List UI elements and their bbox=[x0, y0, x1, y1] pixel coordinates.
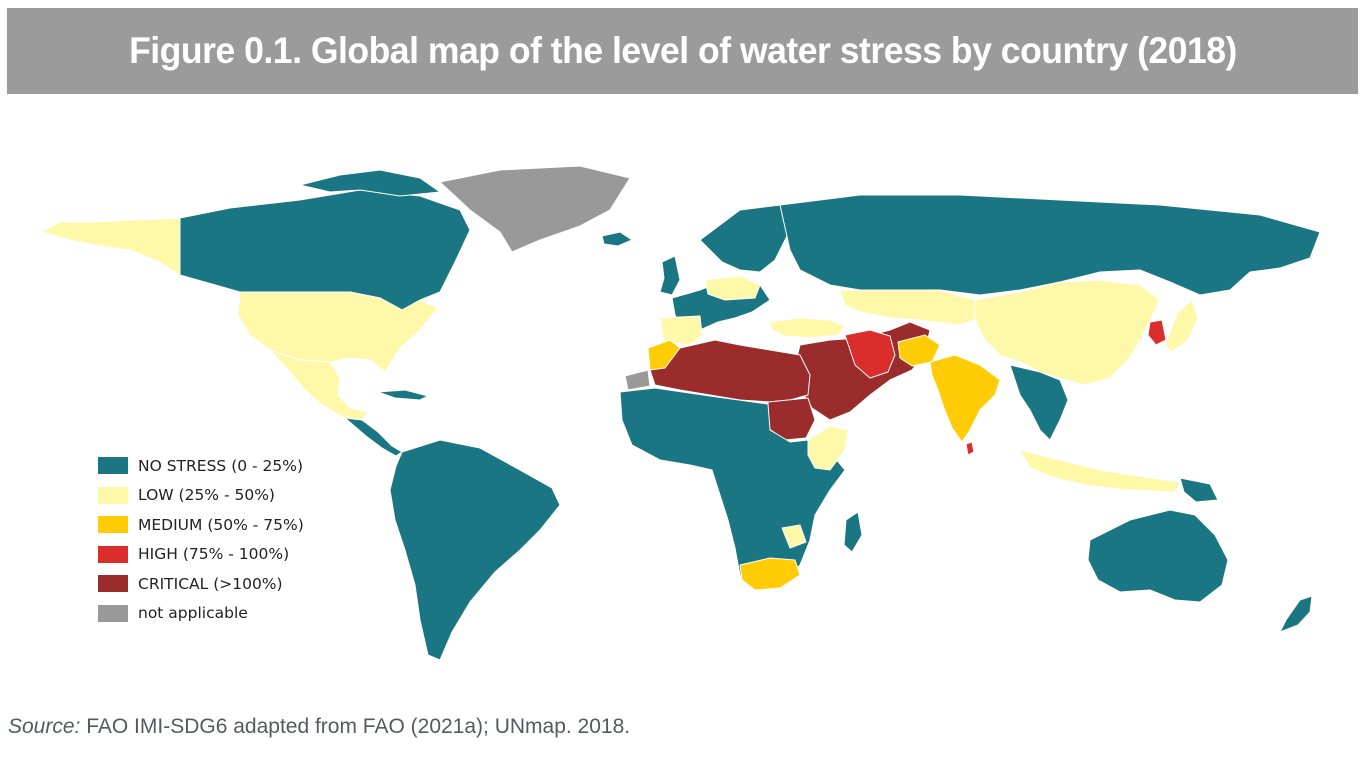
region-greenland bbox=[439, 165, 631, 253]
region-horn-of-africa bbox=[807, 425, 849, 471]
legend-label: MEDIUM (50% - 75%) bbox=[138, 515, 304, 534]
legend-label: HIGH (75% - 100%) bbox=[138, 545, 290, 564]
region-north-africa bbox=[649, 339, 811, 403]
region-mexico bbox=[269, 349, 369, 421]
region-south-america bbox=[389, 439, 561, 661]
legend-item-medium: MEDIUM (50% - 75%) bbox=[98, 510, 368, 540]
region-zimbabwe bbox=[781, 524, 807, 549]
region-iceland bbox=[601, 231, 633, 247]
legend-swatch bbox=[98, 604, 128, 622]
region-iberia bbox=[659, 315, 703, 346]
legend-label: LOW (25% - 50%) bbox=[138, 486, 275, 505]
source-text: FAO IMI-SDG6 adapted from FAO (2021a); U… bbox=[80, 715, 631, 738]
legend-swatch bbox=[98, 516, 128, 534]
region-korea bbox=[1147, 319, 1167, 346]
region-japan bbox=[1164, 299, 1199, 353]
region-caribbean bbox=[377, 389, 429, 401]
legend-item-no-stress: NO STRESS (0 - 25%) bbox=[98, 451, 368, 481]
region-morocco bbox=[647, 339, 681, 371]
legend-item-not-applicable: not applicable bbox=[98, 599, 368, 629]
region-alaska bbox=[41, 217, 181, 276]
source-label: Source: bbox=[8, 715, 81, 738]
legend-label: not applicable bbox=[138, 604, 248, 623]
region-western-sahara bbox=[624, 369, 651, 391]
legend-swatch bbox=[98, 457, 128, 475]
region-central-asia bbox=[839, 289, 981, 326]
title-bar: Figure 0.1. Global map of the level of w… bbox=[7, 8, 1358, 94]
region-australia bbox=[1087, 509, 1229, 603]
figure-title: Figure 0.1. Global map of the level of w… bbox=[128, 30, 1237, 71]
region-uk bbox=[659, 255, 681, 296]
region-madagascar bbox=[843, 511, 863, 553]
source-note: Source: FAO IMI-SDG6 adapted from FAO (2… bbox=[8, 715, 630, 739]
map-legend: NO STRESS (0 - 25%) LOW (25% - 50%) MEDI… bbox=[98, 451, 368, 628]
region-iran bbox=[844, 329, 896, 379]
legend-label: CRITICAL (>100%) bbox=[138, 574, 283, 593]
region-canada-arctic bbox=[299, 169, 441, 197]
world-map bbox=[0, 150, 1366, 670]
world-map-svg bbox=[41, 165, 1321, 661]
region-new-zealand bbox=[1279, 595, 1313, 633]
legend-item-low: LOW (25% - 50%) bbox=[98, 481, 368, 511]
region-scandinavia bbox=[699, 204, 791, 273]
legend-label: NO STRESS (0 - 25%) bbox=[138, 456, 304, 475]
region-turkey bbox=[769, 317, 846, 339]
region-papua bbox=[1179, 477, 1219, 503]
legend-item-high: HIGH (75% - 100%) bbox=[98, 540, 368, 570]
region-sri-lanka bbox=[965, 441, 975, 456]
region-usa bbox=[237, 291, 439, 373]
region-russia bbox=[779, 194, 1321, 296]
legend-swatch bbox=[98, 486, 128, 504]
region-india bbox=[929, 354, 1001, 443]
region-central-europe bbox=[704, 275, 761, 301]
region-indonesia bbox=[1019, 449, 1181, 493]
region-china bbox=[974, 279, 1161, 386]
region-southeast-asia bbox=[1009, 364, 1069, 441]
legend-swatch bbox=[98, 545, 128, 563]
region-south-africa bbox=[739, 557, 801, 591]
legend-swatch bbox=[98, 575, 128, 593]
legend-item-critical: CRITICAL (>100%) bbox=[98, 569, 368, 599]
